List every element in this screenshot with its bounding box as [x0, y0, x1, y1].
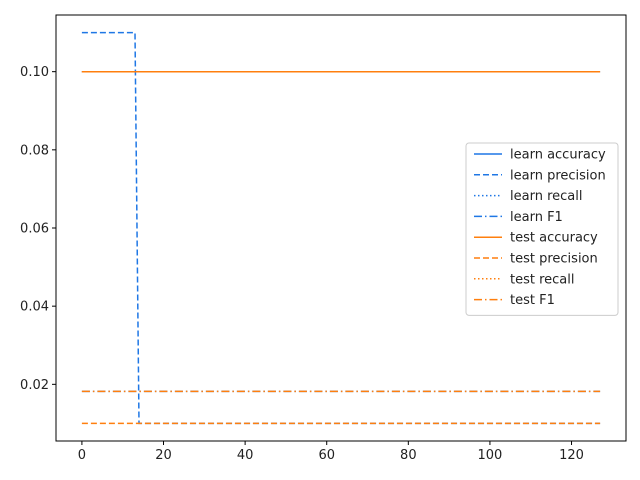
- y-tick-label: 0.02: [20, 378, 49, 393]
- x-tick-label: 20: [155, 448, 172, 463]
- legend-box: [465, 142, 619, 316]
- y-tick-label: 0.10: [20, 65, 49, 80]
- legend-label: learn recall: [510, 189, 582, 204]
- legend-label: learn accuracy: [510, 148, 606, 163]
- series-lines: [81, 31, 601, 425]
- x-tick-label: 60: [318, 448, 335, 463]
- x-axis: 0 20 40 60 80 100 120: [78, 441, 584, 463]
- legend-label: learn F1: [510, 210, 563, 225]
- legend: learn accuracy learn precision learn recal…: [465, 142, 619, 316]
- x-tick-label: 80: [400, 448, 417, 463]
- legend-label: test F1: [510, 293, 555, 308]
- x-tick-label: 120: [559, 448, 584, 463]
- legend-label: test precision: [510, 252, 598, 267]
- series-line-learn-precision: [81, 31, 601, 425]
- y-tick-label: 0.06: [20, 222, 49, 237]
- x-tick-label: 100: [478, 448, 503, 463]
- y-tick-label: 0.08: [20, 143, 49, 158]
- y-axis: 0.02 0.04 0.06 0.08 0.10: [20, 65, 56, 393]
- x-tick-label: 0: [78, 448, 86, 463]
- legend-label: test accuracy: [510, 231, 598, 246]
- legend-label: learn precision: [510, 168, 606, 183]
- x-tick-label: 40: [237, 448, 254, 463]
- y-tick-label: 0.04: [20, 300, 49, 315]
- legend-label: test recall: [510, 272, 575, 287]
